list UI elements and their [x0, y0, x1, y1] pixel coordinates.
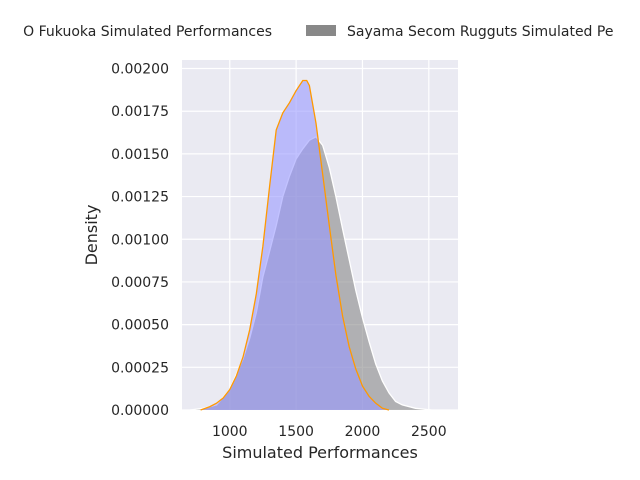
y-tick-label: 0.00025	[111, 360, 169, 376]
x-tick-label: 1500	[278, 424, 314, 440]
legend-label-series-1: O Fukuoka Simulated Performances	[23, 24, 272, 40]
legend-swatch-series-2	[306, 25, 336, 36]
density-area-series-1	[200, 80, 389, 410]
legend: O Fukuoka Simulated Performances Sayama …	[23, 24, 613, 40]
density-line-series-1	[200, 79, 390, 411]
y-tick-label: 0.00075	[111, 275, 169, 291]
y-tick-label: 0.00200	[111, 62, 169, 78]
x-tick-label: 2000	[345, 424, 381, 440]
y-tick-labels: 0.00000 0.00025 0.00050 0.00075 0.00100 0.001…	[111, 62, 169, 419]
x-tick-label: 2500	[411, 424, 447, 440]
y-tick-label: 0.00100	[111, 232, 169, 248]
y-tick-label: 0.00050	[111, 318, 169, 334]
x-axis-label: Simulated Performances	[222, 443, 418, 462]
y-tick-label: 0.00150	[111, 147, 169, 163]
y-axis-label: Density	[82, 205, 101, 266]
density-areas	[189, 79, 432, 411]
y-tick-label: 0.00175	[111, 104, 169, 120]
x-tick-label: 1000	[212, 424, 248, 440]
y-tick-label: 0.00125	[111, 190, 169, 206]
x-tick-labels: 1000 1500 2000 2500	[212, 424, 447, 440]
y-tick-label: 0.00000	[111, 403, 169, 419]
legend-label-series-2: Sayama Secom Rugguts Simulated Pe	[347, 24, 613, 40]
